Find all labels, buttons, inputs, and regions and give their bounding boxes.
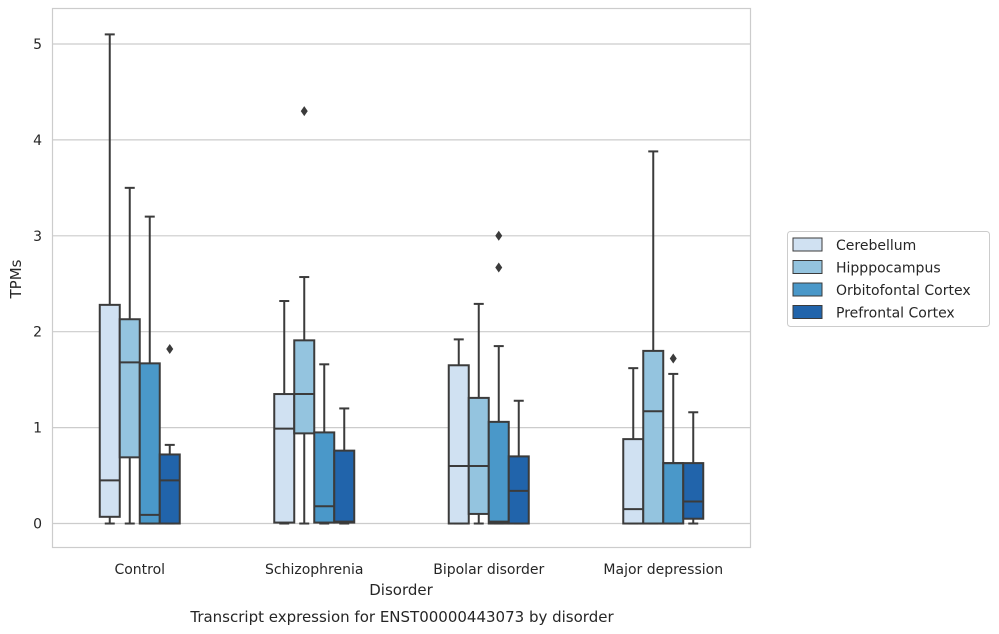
box-iqr	[158, 453, 181, 525]
box-cerebellum	[447, 338, 470, 525]
x-tick-labels: Control Schizophrenia Bipolar disorder Majo…	[114, 562, 723, 578]
outlier-point	[300, 106, 308, 117]
box-orbitofontal-cortex	[313, 363, 336, 525]
box-iqr	[622, 438, 645, 525]
x-tick-label: Bipolar disorder	[433, 562, 544, 578]
legend-swatch	[792, 260, 823, 274]
outlier-point	[495, 262, 503, 273]
box-iqr	[467, 396, 490, 515]
box-iqr	[118, 318, 141, 459]
x-tick-label: Major depression	[603, 562, 723, 578]
box-hipppocampus	[467, 302, 490, 525]
y-tick-label: 2	[33, 325, 42, 341]
box-prefrontal-cortex	[682, 411, 705, 525]
legend-swatch	[792, 282, 823, 297]
y-axis-title: TPMs	[7, 259, 25, 299]
legend-label: Cerebellum	[836, 238, 916, 254]
box-prefrontal-cortex	[158, 343, 181, 525]
x-tick-label: Control	[114, 562, 165, 578]
box-prefrontal-cortex	[507, 399, 530, 525]
outlier-point	[669, 353, 677, 364]
box-groups	[98, 33, 705, 525]
box-iqr	[682, 462, 705, 520]
box-hipppocampus	[293, 106, 316, 525]
box-orbitofontal-cortex	[487, 230, 510, 525]
legend-swatch	[792, 305, 823, 319]
box-iqr	[447, 364, 470, 525]
box-orbitofontal-cortex	[662, 353, 685, 525]
legend-swatch	[792, 237, 823, 252]
box-orbitofontal-cortex	[138, 215, 161, 525]
y-tick-label: 1	[33, 421, 42, 437]
chart-caption: Transcript expression for ENST0000044307…	[189, 608, 614, 626]
legend: Cerebellum Hipppocampus Orbitofontal Corte…	[787, 231, 990, 327]
legend-frame	[787, 231, 990, 327]
legend-label: Prefrontal Cortex	[836, 306, 955, 322]
y-tick-label: 4	[33, 133, 42, 149]
box-iqr	[487, 420, 510, 525]
box-iqr	[273, 393, 296, 524]
y-tick-label: 0	[33, 517, 42, 533]
y-tick-labels: 0 1 2 3 4 5	[33, 37, 42, 533]
legend-label: Hipppocampus	[836, 261, 941, 277]
box-iqr	[98, 303, 121, 518]
box-cerebellum	[98, 33, 121, 525]
y-tick-label: 3	[33, 229, 42, 245]
outlier-point	[166, 343, 174, 354]
box-iqr	[662, 462, 685, 525]
box-iqr	[642, 349, 665, 525]
legend-label: Orbitofontal Cortex	[836, 283, 971, 299]
outlier-point	[495, 230, 503, 241]
plot-frame	[51, 7, 752, 549]
x-axis-title: Disorder	[369, 581, 433, 599]
box-prefrontal-cortex	[333, 407, 356, 525]
box-iqr	[313, 431, 336, 524]
box-hipppocampus	[118, 186, 141, 525]
y-tick-label: 5	[33, 37, 42, 53]
box-cerebellum	[273, 300, 296, 525]
box-iqr	[138, 362, 161, 525]
x-tick-label: Schizophrenia	[265, 562, 363, 578]
box-hipppocampus	[642, 150, 665, 525]
box-iqr	[333, 449, 356, 524]
box-iqr	[293, 339, 316, 435]
box-cerebellum	[622, 367, 645, 525]
